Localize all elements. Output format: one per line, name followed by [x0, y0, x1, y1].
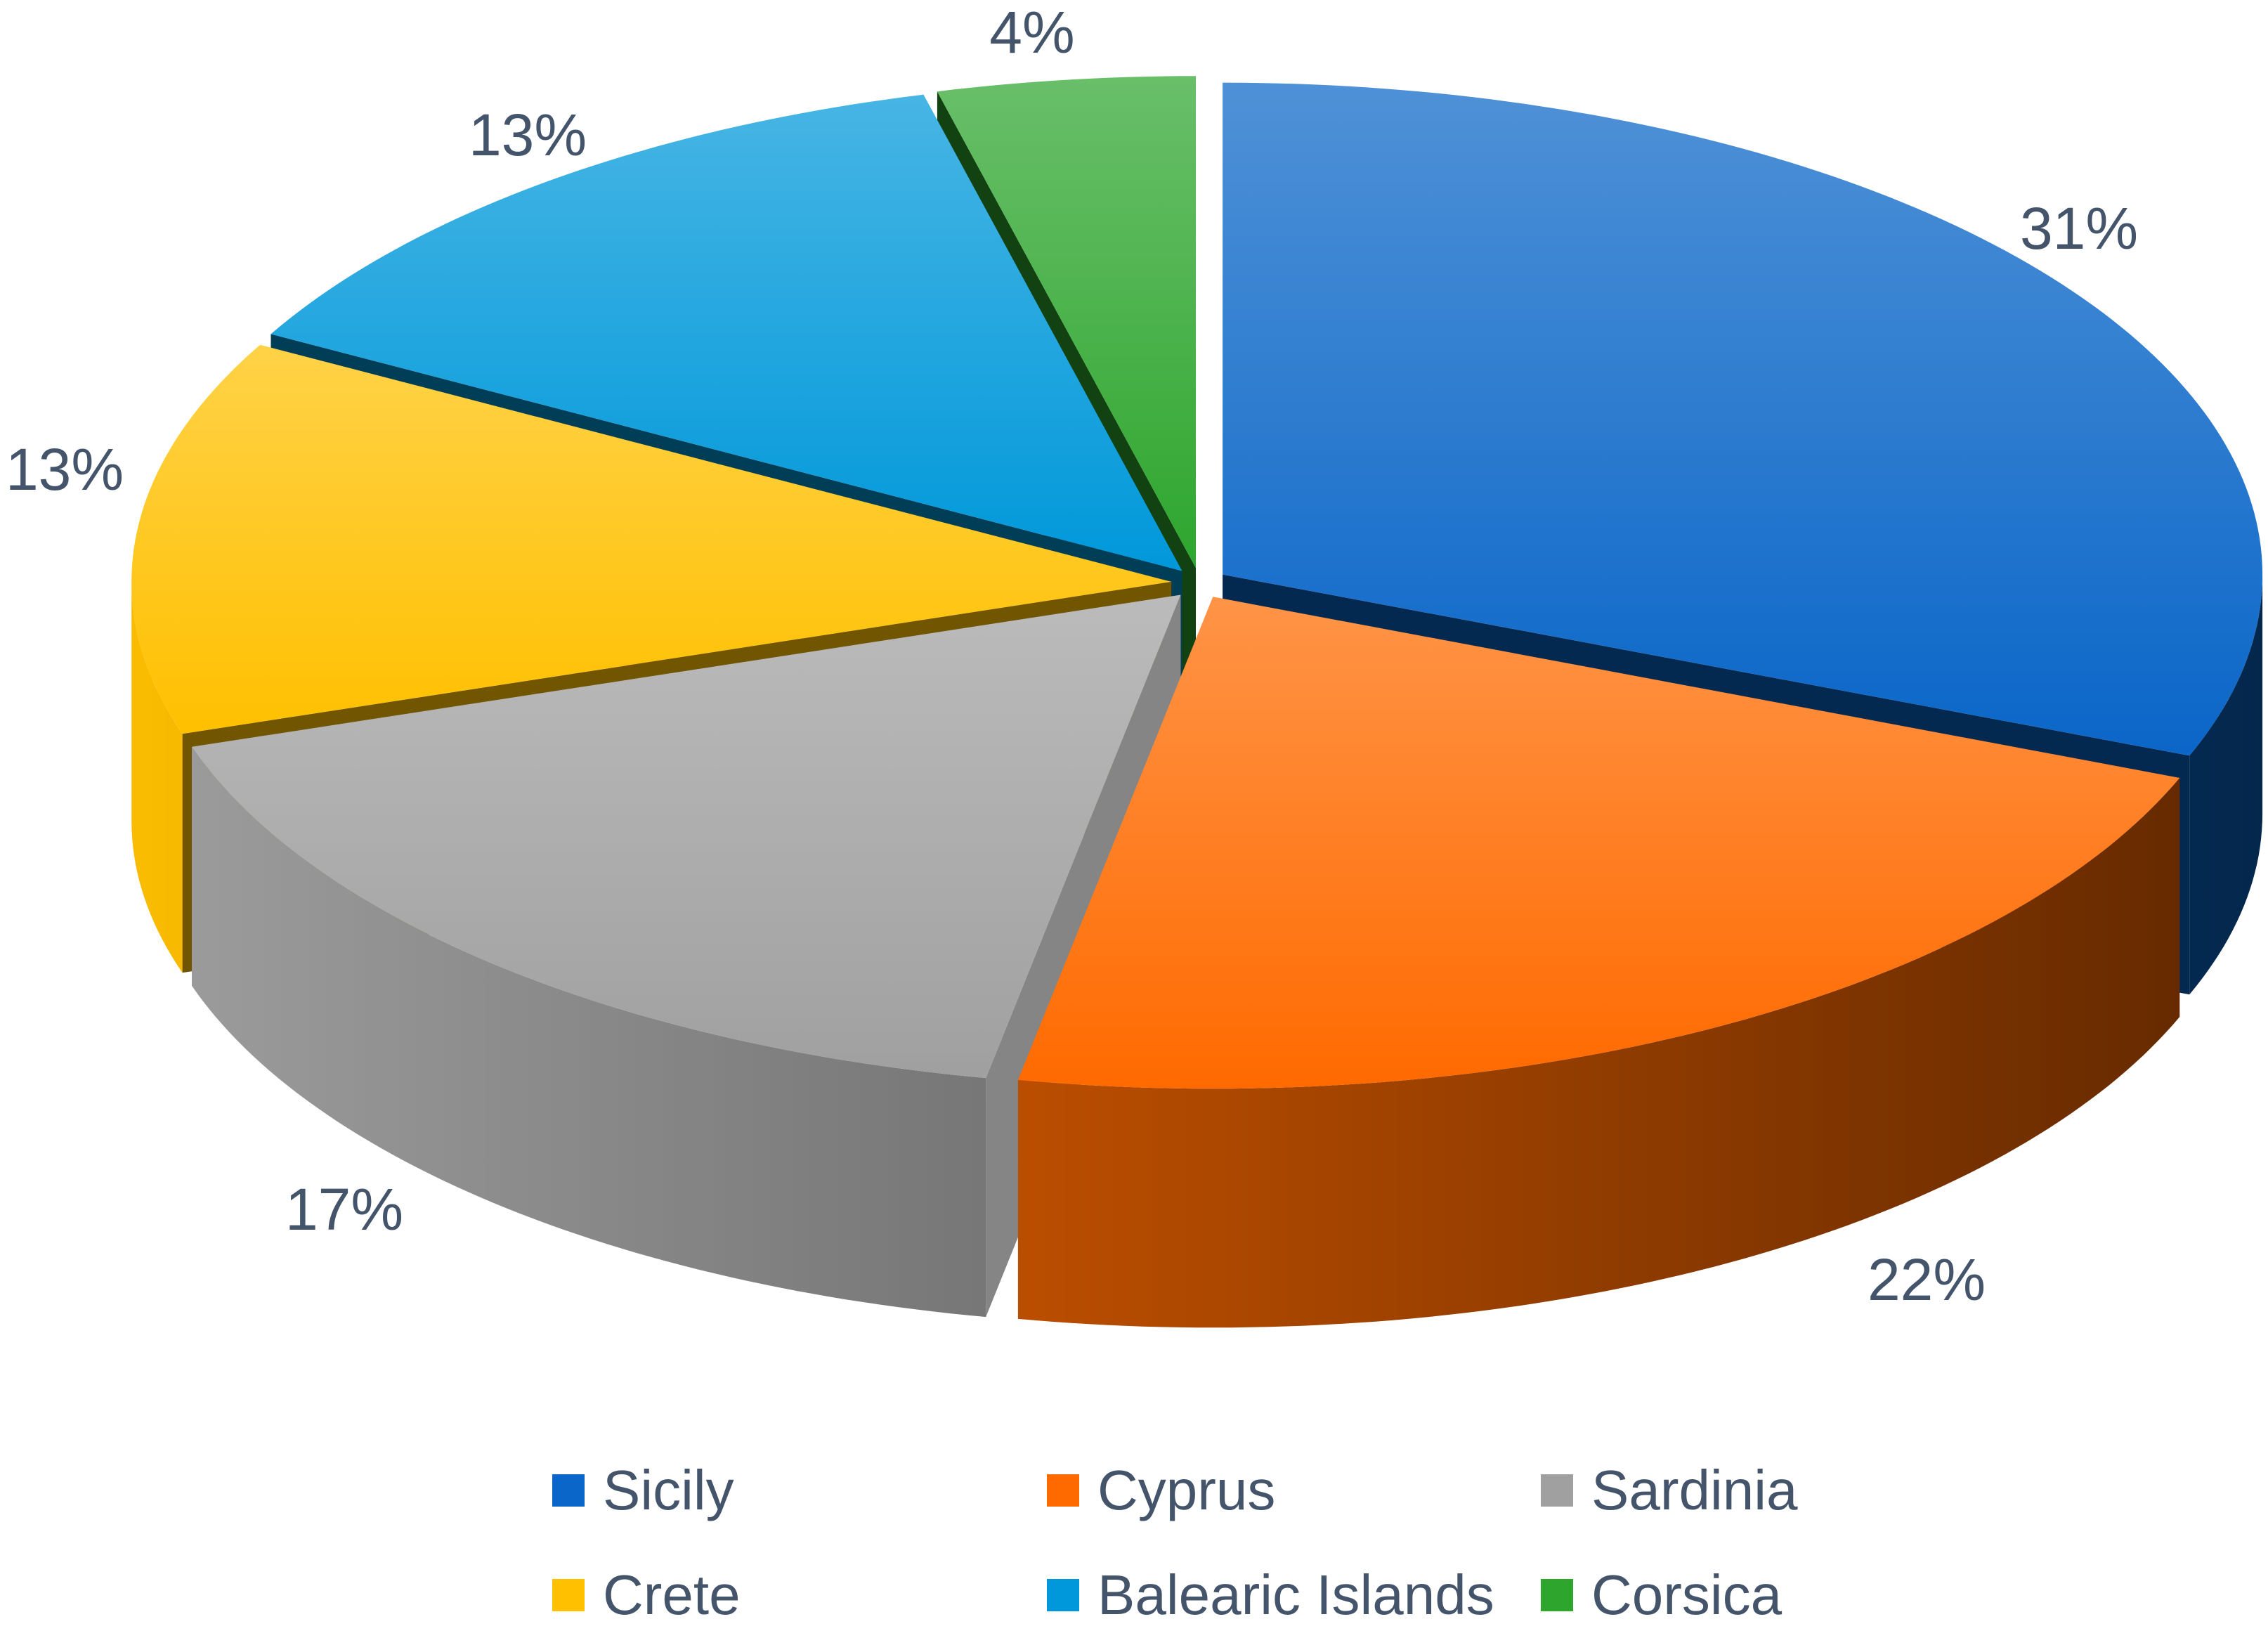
pie-slice-crete — [131, 344, 1172, 734]
data-label-sardinia: 17% — [285, 1176, 403, 1242]
pie-slice-side-crete — [131, 581, 183, 973]
pie-slice-side-cyprus — [1017, 778, 2180, 1328]
pie-data-labels: 31% 22% 17% 13% 13% 4% — [6, 0, 2138, 1313]
data-label-sicily: 31% — [2020, 195, 2138, 261]
data-label-crete: 13% — [6, 436, 124, 502]
pie-slice-side-sardinia — [192, 746, 986, 1318]
pie-top-faces — [131, 76, 2263, 1089]
pie-slice-balearic-islands — [271, 94, 1182, 571]
pie-slice-side-sicily — [2189, 574, 2263, 995]
pie-slice-cyprus — [1017, 597, 2180, 1089]
data-label-corsica: 4% — [989, 0, 1074, 65]
pie-slice-corsica — [937, 76, 1196, 568]
data-label-cyprus: 22% — [1868, 1247, 1986, 1313]
pie-slice-sardinia — [192, 594, 1181, 1079]
data-label-balearic-islands: 13% — [469, 102, 587, 168]
pie-slice-sicily — [1223, 82, 2263, 756]
